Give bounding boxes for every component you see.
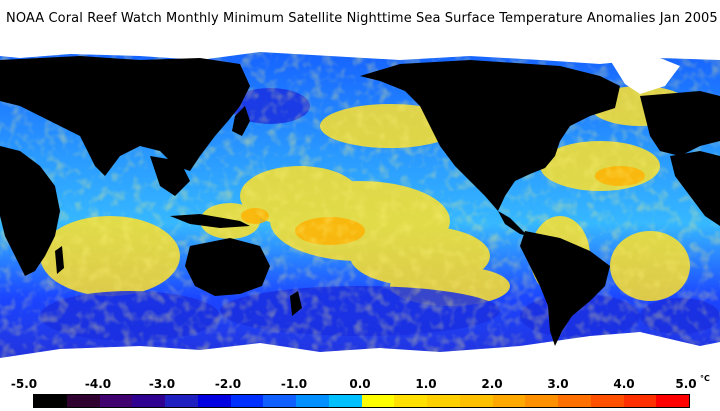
- color-swatch: [34, 395, 67, 407]
- map-title: NOAA Coral Reef Watch Monthly Minimum Sa…: [6, 11, 718, 26]
- new-zealand: [290, 291, 302, 316]
- africa: [0, 146, 60, 276]
- legend-label-neg1: -1.0: [280, 377, 308, 391]
- color-swatch: [459, 395, 493, 407]
- color-swatch: [492, 395, 526, 407]
- africa-west: [670, 151, 720, 226]
- color-swatch: [197, 395, 231, 407]
- color-swatch: [263, 395, 296, 407]
- color-swatch: [656, 395, 689, 407]
- legend-label-neg2: -2.0: [214, 377, 242, 391]
- greenland: [610, 58, 680, 94]
- color-swatch: [66, 395, 100, 407]
- color-swatch: [165, 395, 198, 407]
- eurasia: [0, 56, 250, 171]
- north-america: [360, 60, 620, 211]
- color-swatch: [394, 395, 427, 407]
- legend-label-zero: 0.0: [349, 377, 371, 391]
- color-swatch: [132, 395, 165, 407]
- color-swatch: [230, 395, 264, 407]
- europe: [640, 91, 720, 156]
- legend-label-pos2: 2.0: [481, 377, 503, 391]
- legend-labels: -5.0 -4.0 -3.0 -2.0 -1.0 0.0 1.0 2.0 3.0…: [0, 374, 720, 393]
- color-scale-bar: [33, 394, 690, 408]
- color-swatch: [590, 395, 624, 407]
- color-swatch: [427, 395, 460, 407]
- world-sst-map: [0, 46, 720, 369]
- legend-label-pos3: 3.0: [547, 377, 569, 391]
- color-swatch: [328, 395, 362, 407]
- legend-label-neg4: -4.0: [84, 377, 112, 391]
- color-swatch: [361, 395, 395, 407]
- south-america: [520, 231, 610, 346]
- legend-label-neg3: -3.0: [148, 377, 176, 391]
- legend-label-pos4: 4.0: [613, 377, 635, 391]
- australia: [185, 238, 270, 296]
- madagascar: [55, 246, 64, 274]
- legend-label-pos5: 5.0: [675, 377, 697, 391]
- color-swatch: [558, 395, 591, 407]
- legend-unit: °C: [700, 374, 710, 383]
- color-swatch: [525, 395, 558, 407]
- india: [80, 136, 120, 176]
- color-swatch: [99, 395, 133, 407]
- legend-label-pos1: 1.0: [415, 377, 437, 391]
- color-swatch: [623, 395, 657, 407]
- central-america: [498, 211, 528, 236]
- antarctic-ice: [0, 332, 720, 369]
- japan: [232, 106, 250, 136]
- arctic-ice: [0, 46, 720, 64]
- land-masses: [0, 56, 720, 346]
- color-swatch: [296, 395, 329, 407]
- southeast-asia: [150, 156, 190, 196]
- indonesia: [170, 214, 250, 228]
- legend-label-neg5: -5.0: [10, 377, 38, 391]
